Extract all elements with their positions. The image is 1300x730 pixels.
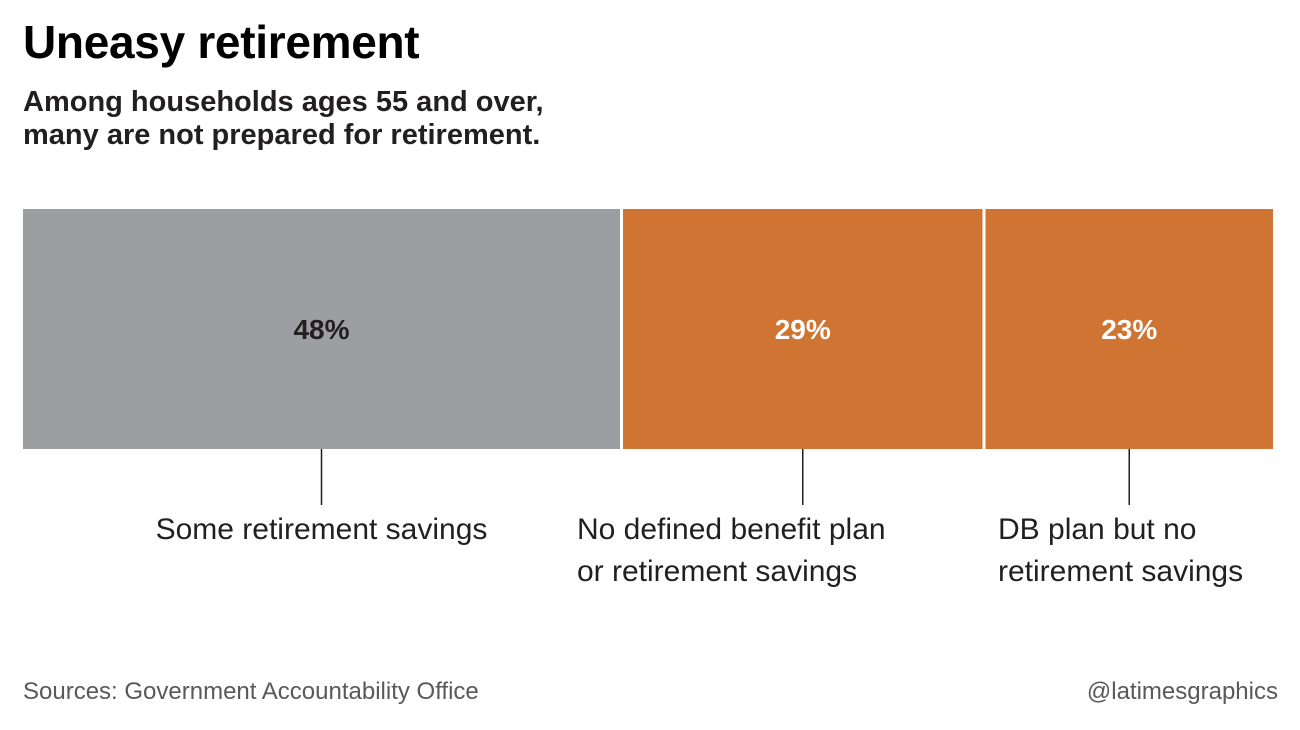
- category-label-3-line-2: retirement savings: [998, 555, 1243, 588]
- chart-title: Uneasy retirement: [23, 16, 420, 68]
- subtitle-line-2: many are not prepared for retirement.: [23, 119, 541, 151]
- category-label-2-line-1: No defined benefit plan: [577, 513, 886, 546]
- bar-segment-1: [23, 209, 620, 449]
- value-label-2: 29%: [775, 314, 831, 345]
- category-label-3: DB plan but no retirement savings: [998, 513, 1243, 588]
- source-note: Sources: Government Accountability Offic…: [23, 678, 479, 705]
- value-label-1: 48%: [293, 314, 349, 345]
- category-label-2-line-2: or retirement savings: [577, 555, 857, 588]
- category-label-1-line-1: Some retirement savings: [156, 513, 488, 546]
- category-label-2: No defined benefit plan or retirement sav…: [577, 513, 886, 588]
- value-label-3: 23%: [1101, 314, 1157, 345]
- category-label-1: Some retirement savings: [156, 513, 488, 546]
- bar-segment-3: [985, 209, 1273, 449]
- bar-segment-2: [623, 209, 983, 449]
- category-label-3-line-1: DB plan but no: [998, 513, 1196, 546]
- subtitle-line-1: Among households ages 55 and over,: [23, 86, 544, 118]
- credit-line: @latimesgraphics: [1086, 678, 1278, 705]
- chart-subtitle: Among households ages 55 and over, many …: [23, 86, 544, 152]
